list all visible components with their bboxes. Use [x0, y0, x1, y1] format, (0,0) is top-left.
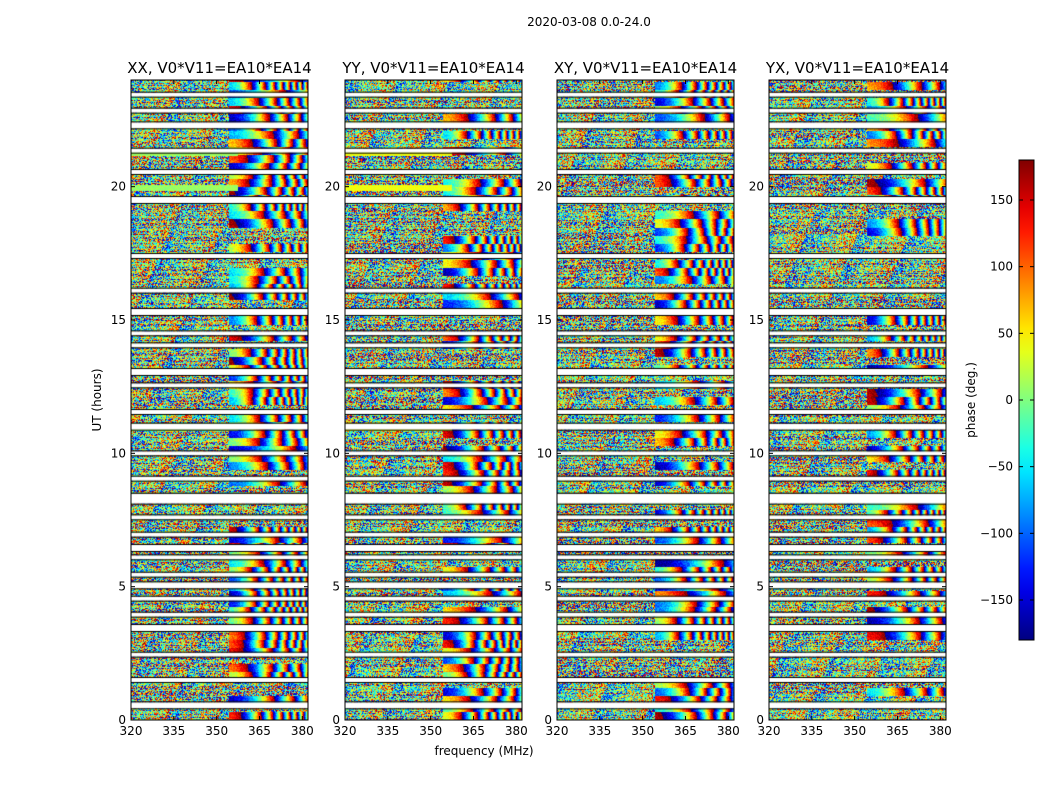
panel-title: YY, V0*V11=EA10*EA14: [341, 59, 524, 77]
x-tick-label: 365: [674, 724, 697, 738]
y-tick-label: 20: [325, 180, 340, 194]
x-tick-label: 335: [162, 724, 185, 738]
panel-frame: [130, 79, 309, 721]
x-tick-label: 335: [588, 724, 611, 738]
panel-frame: [768, 79, 947, 721]
x-tick-label: 380: [717, 724, 740, 738]
y-tick-label: 0: [756, 713, 764, 727]
y-tick-label: 5: [756, 580, 764, 594]
y-tick-label: 5: [118, 580, 126, 594]
y-tick-label: 5: [332, 580, 340, 594]
y-tick-label: 15: [749, 313, 764, 327]
x-tick-label: 380: [929, 724, 952, 738]
panel-3: XY, V0*V11=EA10*EA14 320 335 350 365 380 0 5 10 1…: [537, 59, 740, 738]
panel-title: XX, V0*V11=EA10*EA14: [127, 59, 311, 77]
panel-title: XY, V0*V11=EA10*EA14: [554, 59, 737, 77]
y-tick-label: 0: [544, 713, 552, 727]
x-axis-label: frequency (MHz): [434, 744, 533, 758]
x-tick-label: 320: [334, 724, 357, 738]
y-tick-label: 10: [111, 446, 126, 460]
x-tick-label: 335: [376, 724, 399, 738]
colorbar-tick-label: 100: [990, 260, 1013, 274]
phase-heatmap: [345, 80, 522, 720]
y-tick-label: 5: [544, 580, 552, 594]
panel-frame: [556, 79, 735, 721]
y-tick-label: 0: [118, 713, 126, 727]
y-tick-label: 20: [111, 180, 126, 194]
x-tick-label: 350: [205, 724, 228, 738]
x-tick-label: 320: [546, 724, 569, 738]
x-tick-label: 320: [758, 724, 781, 738]
y-axis-label: UT (hours): [90, 368, 104, 431]
x-tick-label: 365: [886, 724, 909, 738]
colorbar-tick-label: −100: [980, 526, 1013, 540]
colorbar-tick-label: 50: [998, 326, 1013, 340]
colorbar-gradient: [1019, 160, 1034, 640]
y-tick-label: 20: [749, 180, 764, 194]
y-tick-label: 10: [749, 446, 764, 460]
colorbar-label: phase (deg.): [964, 362, 978, 438]
y-tick-label: 0: [332, 713, 340, 727]
x-tick-label: 320: [120, 724, 143, 738]
phase-heatmap: [769, 80, 946, 720]
y-tick-label: 15: [537, 313, 552, 327]
x-tick-label: 350: [631, 724, 654, 738]
colorbar-tick-label: 150: [990, 193, 1013, 207]
panel-frame: [344, 79, 523, 721]
x-tick-label: 335: [800, 724, 823, 738]
x-tick-label: 350: [843, 724, 866, 738]
y-tick-label: 20: [537, 180, 552, 194]
x-tick-label: 365: [462, 724, 485, 738]
panel-4: YX, V0*V11=EA10*EA14 320 335 350 365 380 0 5 10 1…: [749, 59, 952, 738]
figure-title: 2020-03-08 0.0-24.0: [527, 15, 651, 29]
x-tick-label: 380: [291, 724, 314, 738]
x-tick-label: 365: [248, 724, 271, 738]
colorbar: −150 −100 −50 0 50 100 150: [980, 159, 1035, 641]
colorbar-tick-label: −50: [988, 460, 1013, 474]
colorbar-tick-label: 0: [1005, 393, 1013, 407]
x-tick-label: 380: [505, 724, 528, 738]
y-tick-label: 10: [537, 446, 552, 460]
y-tick-label: 15: [111, 313, 126, 327]
y-tick-label: 10: [325, 446, 340, 460]
colorbar-tick-label: −150: [980, 593, 1013, 607]
phase-heatmap: [131, 80, 308, 720]
y-tick-label: 15: [325, 313, 340, 327]
panel-title: YX, V0*V11=EA10*EA14: [765, 59, 949, 77]
phase-heatmap: [557, 80, 734, 720]
x-tick-label: 350: [419, 724, 442, 738]
panel-2: YY, V0*V11=EA10*EA14 320 335 350 365 380 0 5 10 1…: [325, 59, 528, 738]
panel-1: XX, V0*V11=EA10*EA14 320 335 350 365 380 0 5 10 1…: [111, 59, 314, 738]
